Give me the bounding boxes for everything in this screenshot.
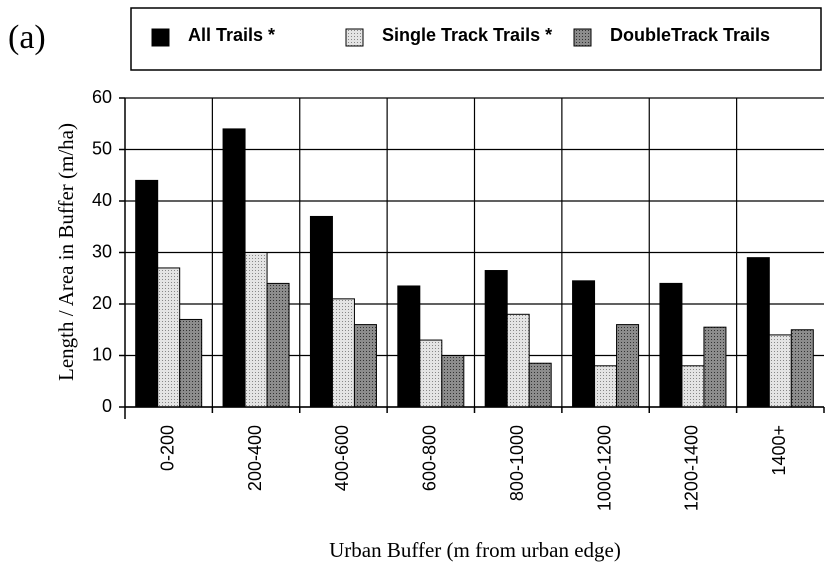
bar (157, 267, 181, 408)
bar (746, 257, 770, 408)
y-tick-label: 50 (92, 138, 112, 158)
bar (484, 270, 508, 408)
bar (222, 128, 246, 408)
y-tick-label: 30 (92, 241, 112, 261)
bar (768, 334, 792, 408)
x-tick-label: 0-200 (157, 425, 177, 471)
bar (703, 326, 727, 408)
bar (616, 324, 640, 408)
panel-label: (a) (8, 19, 46, 56)
bar (397, 285, 421, 408)
bar (244, 252, 268, 408)
legend-swatch (151, 28, 170, 47)
y-axis-label: Length / Area in Buffer (m/ha) (54, 123, 78, 381)
bar (266, 282, 290, 408)
bar (331, 298, 355, 408)
x-tick-label: 800-1000 (507, 425, 527, 501)
bar (681, 365, 705, 408)
bar (506, 313, 530, 408)
y-tick-label: 60 (92, 87, 112, 107)
x-tick-label: 1000-1200 (594, 425, 614, 511)
bar (419, 339, 443, 408)
bar (309, 215, 333, 408)
x-tick-label: 1400+ (769, 425, 789, 476)
legend-box (130, 7, 822, 71)
legend-label: DoubleTrack Trails (610, 25, 770, 45)
y-tick-label: 10 (92, 344, 112, 364)
y-tick-label: 40 (92, 190, 112, 210)
legend-label: All Trails * (188, 25, 275, 45)
legend-swatch (345, 28, 364, 47)
x-tick-label: 400-600 (332, 425, 352, 491)
legend-swatch (573, 28, 592, 47)
x-tick-label: 1200-1400 (682, 425, 702, 511)
legend-label: Single Track Trails * (382, 25, 552, 45)
x-axis-label: Urban Buffer (m from urban edge) (329, 538, 621, 562)
bar (441, 355, 465, 408)
bar (135, 179, 159, 408)
bar (353, 324, 377, 408)
bar (528, 362, 552, 408)
bar (179, 318, 203, 408)
x-tick-label: 200-400 (245, 425, 265, 491)
bar (594, 365, 618, 408)
x-tick-label: 600-800 (420, 425, 440, 491)
bar (572, 280, 596, 408)
y-tick-label: 20 (92, 293, 112, 313)
y-tick-label: 0 (102, 396, 112, 416)
bar (790, 329, 814, 408)
bar (659, 282, 683, 408)
